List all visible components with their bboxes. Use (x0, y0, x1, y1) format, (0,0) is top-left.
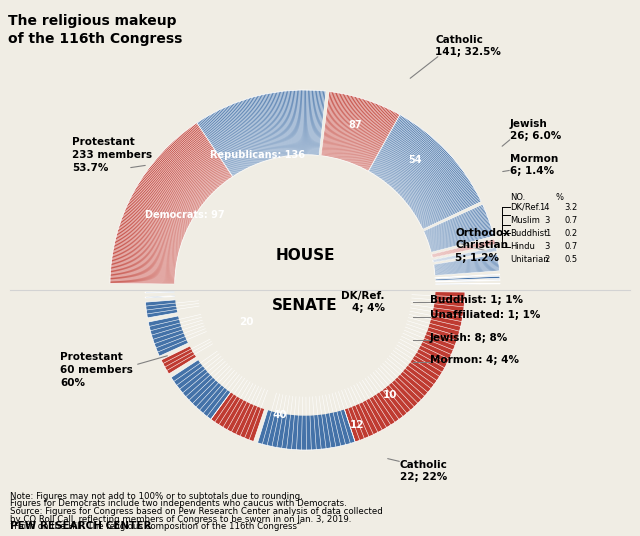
Wedge shape (435, 280, 500, 282)
Circle shape (175, 155, 435, 415)
Text: Protestant
233 members
53.7%: Protestant 233 members 53.7% (72, 137, 152, 173)
Text: Unaffiliated: 1; 1%: Unaffiliated: 1; 1% (430, 310, 540, 320)
Text: 14: 14 (540, 203, 550, 212)
Wedge shape (369, 115, 481, 229)
Text: %: % (555, 193, 563, 202)
Text: 0.7: 0.7 (564, 216, 578, 225)
Wedge shape (171, 348, 242, 419)
Wedge shape (197, 90, 326, 177)
Wedge shape (145, 298, 200, 318)
Text: 87: 87 (348, 120, 362, 130)
Wedge shape (339, 292, 465, 442)
Text: 1: 1 (545, 229, 550, 238)
Text: Jewish: 8; 8%: Jewish: 8; 8% (430, 333, 508, 343)
Text: Mormon
6; 1.4%: Mormon 6; 1.4% (510, 154, 558, 176)
Text: 12: 12 (349, 420, 364, 430)
Text: SENATE: SENATE (272, 297, 338, 312)
Wedge shape (424, 205, 493, 252)
Text: Unitarian: Unitarian (510, 255, 548, 264)
Text: Figures for Democrats include two independents who caucus with Democrats.: Figures for Democrats include two indepe… (10, 500, 347, 509)
Text: Jewish
26; 6.0%: Jewish 26; 6.0% (510, 119, 561, 141)
Wedge shape (433, 248, 497, 262)
Text: Republicans: 136: Republicans: 136 (211, 150, 305, 160)
Text: 2: 2 (545, 255, 550, 264)
Text: Note: Figures may not add to 100% or to subtotals due to rounding.: Note: Figures may not add to 100% or to … (10, 492, 303, 501)
Text: PEW RESEARCH CENTER: PEW RESEARCH CENTER (10, 521, 152, 531)
Text: 3: 3 (545, 216, 550, 225)
Text: DK/Ref.
4; 4%: DK/Ref. 4; 4% (342, 291, 385, 313)
Wedge shape (321, 92, 400, 172)
Text: HOUSE: HOUSE (275, 248, 335, 263)
Text: Catholic
141; 32.5%: Catholic 141; 32.5% (435, 35, 501, 57)
Wedge shape (433, 255, 499, 276)
Text: Orthodox
Christian
5; 1.2%: Orthodox Christian 5; 1.2% (455, 228, 510, 263)
Text: The religious makeup
of the 116th Congress: The religious makeup of the 116th Congre… (8, 14, 182, 47)
Text: 3: 3 (545, 242, 550, 251)
Text: “Faith on the Hill: The religious composition of the 116th Congress”: “Faith on the Hill: The religious compos… (10, 522, 301, 531)
Text: Catholic
22; 22%: Catholic 22; 22% (400, 460, 448, 482)
Wedge shape (435, 276, 500, 280)
Text: 20: 20 (239, 317, 253, 327)
Wedge shape (110, 123, 233, 284)
Text: 10: 10 (383, 390, 397, 400)
Wedge shape (148, 311, 207, 356)
Text: 0.7: 0.7 (564, 242, 578, 251)
Wedge shape (145, 295, 198, 298)
Wedge shape (435, 274, 500, 278)
Text: by CQ Roll Call, reflecting members of Congress to be sworn in on Jan. 3, 2019.: by CQ Roll Call, reflecting members of C… (10, 515, 351, 524)
Text: Source: Figures for Congress based on Pew Research Center analysis of data colle: Source: Figures for Congress based on Pe… (10, 507, 383, 516)
Text: Muslim: Muslim (510, 216, 540, 225)
Text: Hindu: Hindu (510, 242, 535, 251)
Text: Protestant
60 members
60%: Protestant 60 members 60% (60, 352, 133, 388)
Circle shape (198, 183, 412, 397)
Text: 0.2: 0.2 (565, 229, 578, 238)
Text: Mormon: 4; 4%: Mormon: 4; 4% (430, 355, 519, 365)
Text: 40: 40 (273, 410, 287, 420)
Text: 3.2: 3.2 (564, 203, 578, 212)
Text: Buddhist: Buddhist (510, 229, 547, 238)
Wedge shape (257, 392, 355, 450)
Text: Buddhist: 1; 1%: Buddhist: 1; 1% (430, 295, 523, 305)
Wedge shape (211, 376, 271, 442)
Text: NO.: NO. (510, 193, 525, 202)
Wedge shape (145, 292, 198, 293)
Text: Democrats: 97: Democrats: 97 (145, 210, 225, 220)
Wedge shape (161, 337, 214, 374)
Text: DK/Ref.: DK/Ref. (510, 203, 541, 212)
FancyBboxPatch shape (175, 280, 435, 290)
Text: 54: 54 (408, 155, 422, 165)
Text: 0.5: 0.5 (565, 255, 578, 264)
Wedge shape (431, 239, 495, 258)
